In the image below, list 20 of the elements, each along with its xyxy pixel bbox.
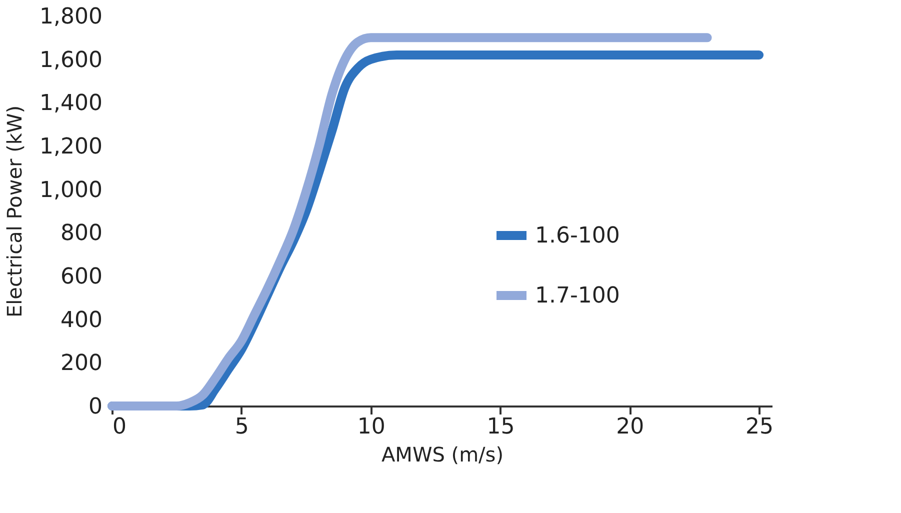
y-tick-label: 1,600	[40, 48, 102, 73]
y-tick-label: 1,200	[40, 134, 102, 160]
y-tick-label: 600	[60, 264, 102, 290]
legend-label: 1.7-100	[535, 284, 620, 308]
x-tick-label: 15	[486, 414, 515, 440]
y-tick-label: 800	[60, 221, 102, 246]
y-tick-label: 200	[60, 351, 102, 376]
y-tick-label: 1,000	[40, 178, 102, 203]
x-tick-label: 20	[616, 414, 644, 440]
y-axis-title: Electrical Power (kW)	[2, 105, 27, 318]
y-tick-label: 1,400	[40, 91, 102, 116]
y-tick-label: 400	[60, 308, 102, 333]
x-tick-label: 25	[746, 414, 774, 440]
x-axis-title: AMWS (m/s)	[381, 442, 504, 466]
legend-label: 1.6-100	[535, 224, 620, 248]
x-tick-label: 10	[357, 414, 386, 440]
y-tick-label: 0	[88, 394, 102, 420]
y-tick-label: 1,800	[40, 4, 102, 30]
x-tick-label: 0	[112, 414, 126, 440]
x-tick-label: 5	[234, 414, 249, 440]
